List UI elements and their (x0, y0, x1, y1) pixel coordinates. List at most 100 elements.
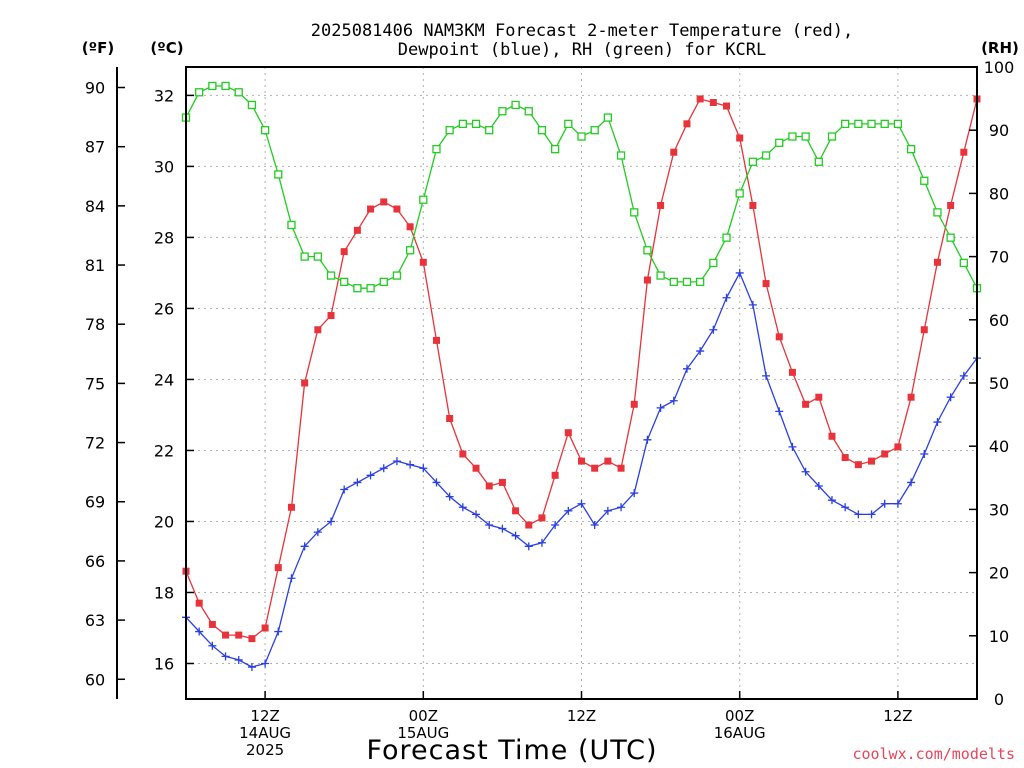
dewpoint-point (406, 460, 415, 469)
dewpoint-point (511, 531, 520, 540)
rh-tick-label: 30 (989, 500, 1009, 519)
dewpoint-point (735, 268, 744, 277)
temperature-point (353, 226, 361, 234)
rh-tick-label: 100 (984, 58, 1015, 77)
temperature-point (604, 457, 612, 465)
fahrenheit-tick-label: 72 (85, 434, 105, 453)
temperature-point (630, 400, 638, 408)
rh-point (366, 284, 375, 293)
celsius-tick-label: 20 (154, 512, 174, 531)
temperature-point (564, 429, 572, 437)
rh-tick-label: 70 (989, 248, 1009, 267)
rh-point (682, 277, 692, 287)
dewpoint-point (643, 435, 652, 444)
rh-point (906, 145, 916, 154)
chart-title: 2025081406 NAM3KM Forecast 2-meter Tempe… (311, 21, 853, 60)
rh-point (748, 157, 758, 166)
dewpoint-point (247, 663, 256, 672)
temperature-point (643, 276, 651, 284)
rh-tick-label: 10 (989, 627, 1009, 646)
rh-tick-label: 40 (989, 437, 1009, 456)
rh-point (669, 277, 678, 287)
rh-tick-label: 0 (994, 690, 1004, 709)
dewpoint-point (458, 503, 467, 512)
dewpoint-point (537, 538, 546, 547)
rh-point (656, 271, 665, 280)
temperature-point (881, 450, 889, 458)
rh-point (630, 208, 639, 217)
temperature-point (472, 464, 480, 472)
dewpoint-point (392, 457, 401, 466)
fahrenheit-tick-label: 87 (85, 138, 105, 157)
temperature-point (657, 201, 665, 209)
temperature-point (235, 631, 243, 639)
rh-point (867, 119, 876, 129)
rh-point (340, 277, 349, 287)
dewpoint-point (827, 496, 836, 505)
temperature-point (591, 464, 599, 472)
temperature-point (683, 120, 691, 128)
temperature-point (815, 393, 823, 401)
celsius-tick-label: 32 (154, 86, 174, 105)
rh-point (405, 246, 415, 255)
temperature-point (723, 102, 731, 110)
temperature-point (960, 148, 968, 156)
dewpoint-point (590, 521, 599, 530)
rh-point (471, 119, 481, 129)
dewpoint-point (867, 510, 876, 519)
rh-tick-label: 50 (989, 374, 1009, 393)
dewpoint-point (195, 627, 204, 636)
rh-point (590, 126, 599, 135)
rh-point (577, 132, 586, 141)
dewpoint-point (920, 450, 929, 459)
dewpoint-point (234, 655, 243, 664)
x-axis-label: Forecast Time (UTC) (366, 735, 657, 766)
rh-point (841, 119, 850, 129)
dewpoint-point (748, 300, 757, 309)
temperature-point (854, 461, 862, 469)
rh-point (854, 119, 863, 129)
rh-point (893, 119, 903, 129)
dewpoint-point (775, 407, 784, 416)
dewpoint-point (656, 403, 665, 412)
dewpoint-point (564, 506, 573, 515)
temperature-point (195, 599, 203, 607)
dewpoint-point (274, 627, 283, 636)
fahrenheit-tick-label: 75 (85, 374, 105, 393)
temperature-point (828, 432, 836, 440)
celsius-tick-label: 16 (154, 654, 174, 673)
rh-point (458, 119, 468, 129)
rh-point (761, 151, 771, 160)
rh-point (432, 145, 441, 154)
temperature-point (406, 223, 414, 231)
rh-tick-label: 60 (989, 311, 1009, 330)
rh-point (247, 100, 257, 110)
x-tick-label: 14AUG (239, 724, 291, 742)
temperature-point (802, 400, 810, 408)
rh-point (326, 271, 336, 280)
temperature-point (617, 464, 625, 472)
rh-point (221, 81, 230, 91)
fahrenheit-tick-label: 78 (85, 315, 105, 334)
rh-point (300, 252, 309, 261)
rh-point (880, 119, 889, 129)
temperature-point (551, 471, 559, 479)
dewpoint-point (445, 492, 454, 501)
rh-point (498, 107, 507, 116)
rh-point (208, 81, 217, 91)
rh-point (722, 233, 731, 242)
rh-point (775, 138, 784, 147)
x-tick-label: 16AUG (714, 724, 766, 742)
rh-point (827, 132, 837, 141)
dewpoint-point (313, 528, 322, 537)
temperature-point (670, 148, 678, 156)
temperature-point (920, 326, 928, 334)
rh-point (511, 100, 520, 110)
fahrenheit-tick-label: 84 (85, 197, 105, 216)
dewpoint-point (854, 510, 863, 519)
temperature-point (367, 205, 375, 213)
x-tick-label: 00Z (725, 707, 754, 725)
rh-point (801, 132, 810, 141)
axes: 16 18 20 22 24 26 28 30 32 60 63 66 69 72 75 78 81 84 87 90… (85, 58, 1014, 759)
